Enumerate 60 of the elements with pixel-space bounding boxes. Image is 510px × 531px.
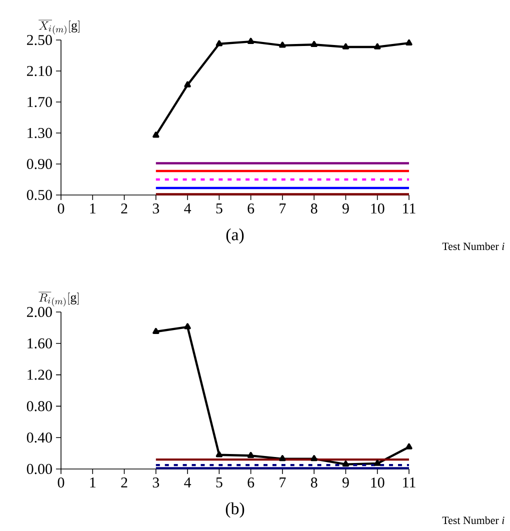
x-tick-label: 7 (280, 204, 286, 214)
x-tick-label: 11 (403, 204, 416, 214)
x-tick-label: 10 (371, 478, 384, 488)
y-tick-label: 2.10 (27, 66, 52, 76)
x-tick-label: 3 (152, 204, 160, 214)
y-tick-label: 1.20 (28, 370, 52, 380)
point (247, 38, 254, 44)
point (310, 455, 318, 462)
x-axis-title: Test Number i (442, 516, 504, 524)
point (216, 40, 223, 46)
x-tick-label: 5 (216, 478, 222, 488)
x-axis-title: Test Number i (442, 242, 504, 250)
y-tick-label: 0.90 (26, 158, 52, 170)
y-tick-label: 1.30 (28, 128, 52, 138)
y-tick-label: 2.50 (27, 34, 52, 46)
point (406, 39, 412, 46)
y-tick-label: 1.60 (28, 338, 52, 348)
y-axis-title: $\overline{X_i}_{(m)}[\mathrm{g}]$ (38, 20, 80, 34)
point (374, 43, 381, 50)
y-tick-label: 1.70 (28, 96, 52, 108)
x-tick-label: 5 (216, 204, 222, 214)
y-tick-label: 2.00 (27, 306, 52, 318)
x-tick-label: 9 (342, 204, 349, 214)
x-tick-label: 0 (58, 204, 64, 214)
x-tick-label: 11 (403, 478, 416, 488)
point (152, 132, 160, 138)
x-tick-label: 3 (152, 478, 160, 488)
point (247, 452, 254, 458)
x-tick-label: 4 (184, 478, 192, 488)
y-tick-label: 0.50 (26, 190, 52, 200)
point (279, 455, 286, 462)
point (279, 42, 286, 48)
x-tick-label: 6 (248, 204, 254, 214)
text: (a) (226, 228, 244, 244)
point (406, 443, 412, 450)
x-tick-label: 7 (280, 478, 286, 488)
x-tick-label: 0 (58, 478, 64, 488)
x-tick-label: 10 (371, 204, 384, 214)
point (184, 81, 191, 88)
point (342, 43, 350, 50)
x-tick-label: 4 (184, 204, 192, 214)
point (374, 460, 381, 466)
x-tick-label: 9 (342, 478, 349, 488)
text: (b) (226, 502, 244, 518)
y-tick-label: 0.00 (26, 464, 52, 474)
point (216, 451, 223, 458)
y-tick-label: 0.40 (26, 432, 52, 443)
point (342, 460, 350, 467)
x-tick-label: 1 (90, 478, 96, 488)
x-tick-label: 8 (310, 204, 318, 214)
x-tick-label: 1 (90, 204, 96, 214)
point (310, 40, 318, 48)
point (152, 328, 160, 334)
y-axis-title: $\overline{R_i}_{(m)}[\mathrm{g}]$ (38, 292, 79, 306)
x-tick-label: 2 (121, 204, 128, 214)
x-tick-label: 2 (121, 478, 128, 488)
x-tick-label: 8 (310, 478, 318, 488)
point (184, 323, 191, 330)
y-tick-label: 0.80 (26, 401, 52, 412)
x-tick-label: 6 (248, 478, 254, 488)
